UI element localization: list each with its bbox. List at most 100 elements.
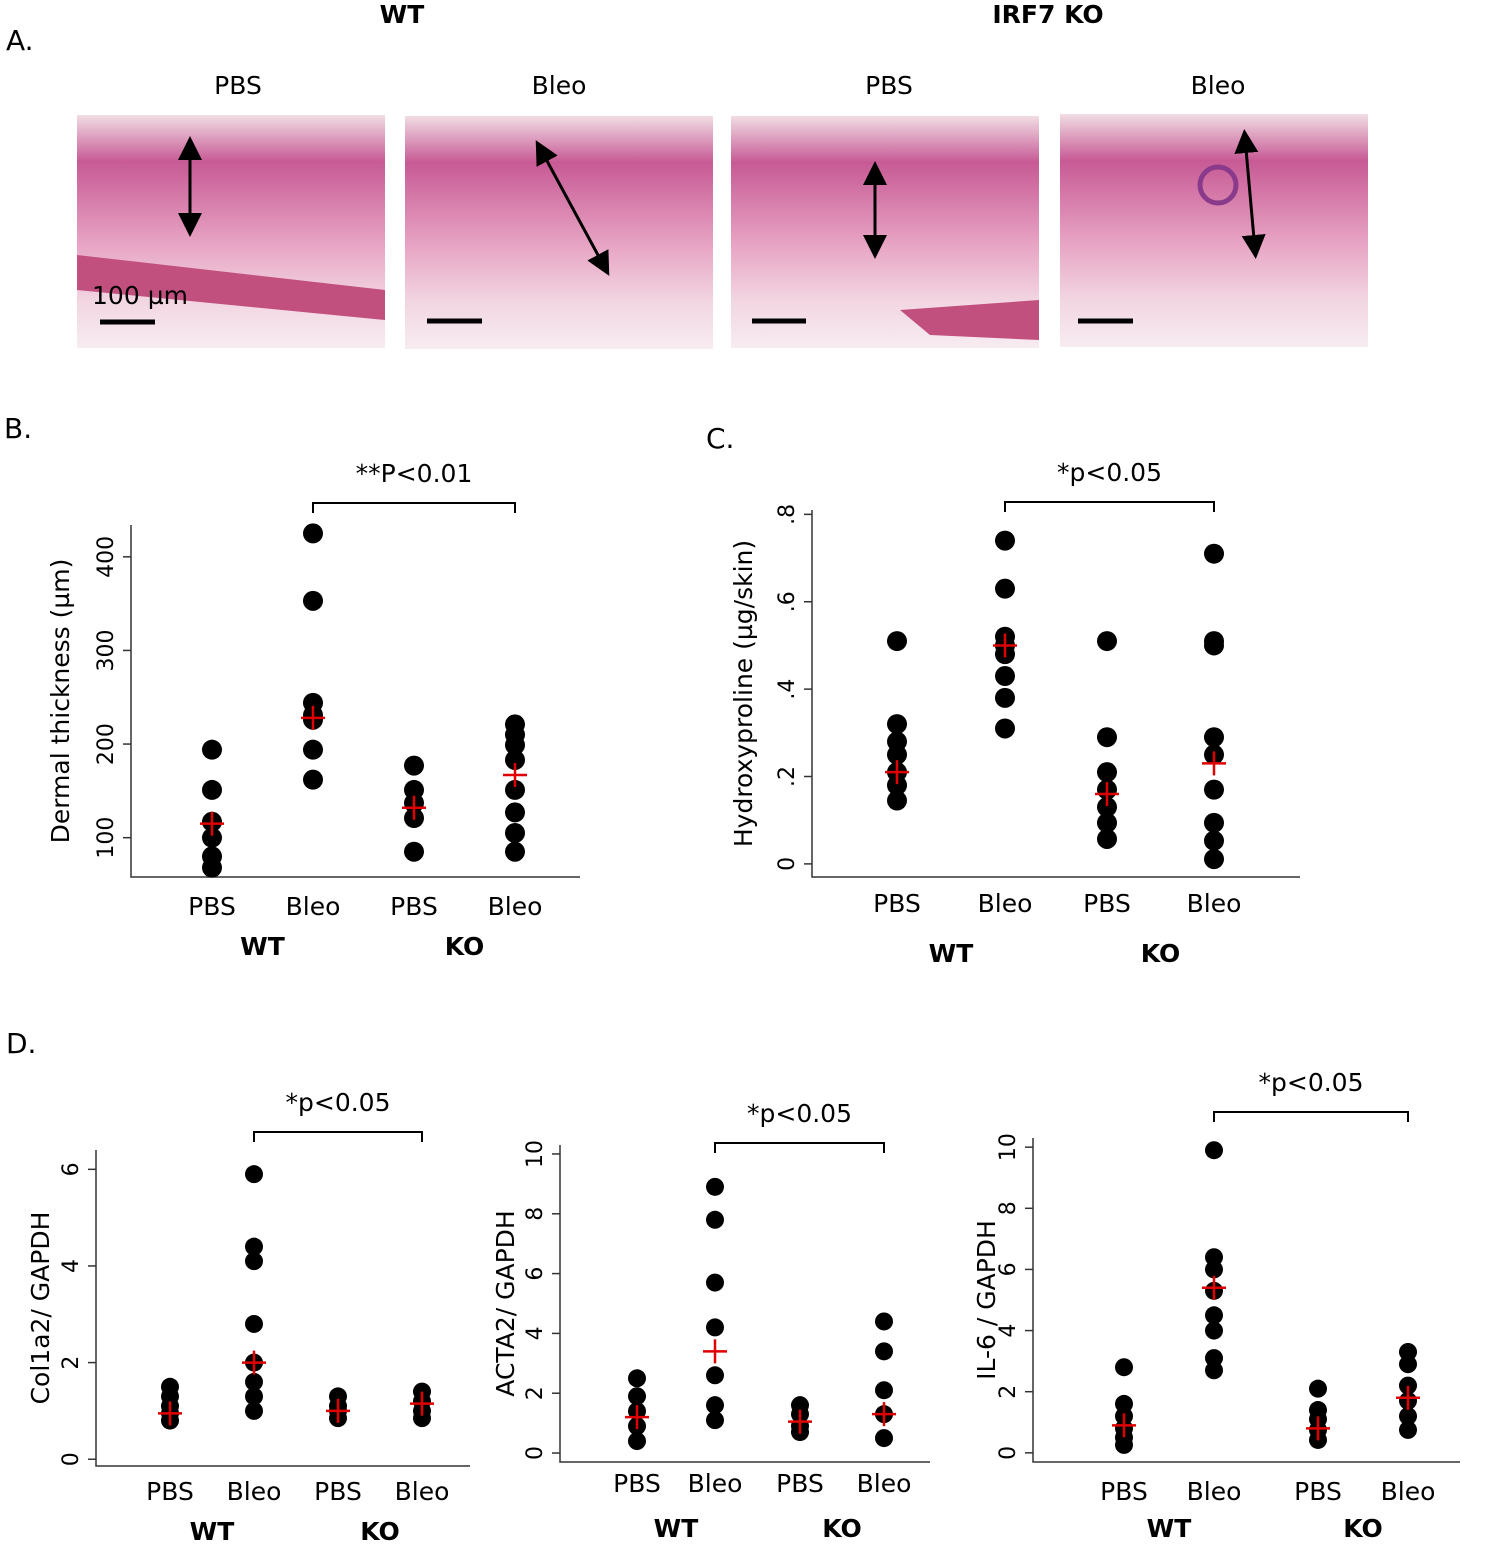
group-label: WT [654,1514,699,1543]
y-tick-label: .4 [775,679,800,700]
group-label: KO [1141,939,1181,968]
group-label: KO [822,1514,862,1543]
data-point [1399,1407,1417,1426]
data-point [995,530,1015,551]
micrograph [77,115,385,348]
x-tick-label: Bleo [1187,1477,1242,1506]
x-tick-label: PBS [314,1477,362,1506]
condition-label: PBS [865,71,913,100]
x-tick-label: PBS [613,1469,661,1498]
data-point [1204,812,1224,833]
x-tick-label: PBS [188,892,236,921]
axis [1032,1138,1460,1463]
y-tick-label: .2 [775,766,800,787]
data-point [1097,727,1117,748]
data-point [202,739,222,760]
mean-marker [625,1405,649,1430]
group-title: WT [380,0,425,29]
data-point [1399,1420,1417,1439]
axis [559,1145,930,1463]
y-axis-label: IL-6 / GAPDH [972,1220,1001,1380]
data-point [202,779,222,800]
data-point [887,714,907,735]
significance-bracket [312,502,516,513]
x-tick-label: Bleo [227,1477,282,1506]
x-tick-label: PBS [776,1469,824,1498]
data-point [245,1401,263,1420]
data-point [413,1409,431,1428]
x-tick-label: PBS [1294,1477,1342,1506]
data-point [1309,1379,1327,1398]
data-point [1204,635,1224,656]
data-point [1205,1260,1223,1279]
data-point [995,687,1015,708]
data-point [875,1312,893,1331]
y-tick-label: 0 [775,857,800,871]
data-point [1204,779,1224,800]
mean-marker [301,705,325,730]
mean-marker [788,1409,812,1434]
mean-marker [242,1350,266,1375]
y-tick-label: 400 [94,536,119,578]
data-point [706,1411,724,1430]
panel-label: C. [706,422,734,455]
data-point [875,1342,893,1361]
y-tick-label: 2 [59,1356,84,1370]
group-title: IRF7 KO [992,0,1103,29]
mean-marker [1306,1416,1330,1441]
data-point [1205,1321,1223,1340]
data-point [245,1252,263,1271]
mean-marker [158,1401,182,1426]
data-point [404,755,424,776]
y-tick-label: 2 [523,1386,548,1400]
y-tick-label: 4 [996,1324,1021,1338]
data-point [628,1387,646,1406]
mean-marker [1396,1385,1420,1410]
mean-marker [1202,1275,1226,1300]
y-tick-label: 10 [996,1133,1021,1161]
condition-label: PBS [214,71,262,100]
x-tick-label: Bleo [488,892,543,921]
group-label: WT [929,939,974,968]
y-tick-label: 100 [94,817,119,859]
data-point [995,666,1015,687]
group-label: WT [240,932,285,961]
axis [95,1150,470,1467]
y-tick-label: 6 [59,1162,84,1176]
data-point [1097,828,1117,849]
y-tick-label: 4 [59,1259,84,1273]
x-tick-label: PBS [146,1477,194,1506]
y-axis-label: Col1a2/ GAPDH [26,1212,55,1405]
axis [811,510,1300,878]
axis [130,525,580,878]
y-axis-label: ACTA2/ GAPDH [491,1210,520,1396]
mean-marker [993,633,1017,658]
y-tick-label: 300 [94,629,119,671]
x-tick-label: Bleo [1187,889,1242,918]
y-tick-label: .6 [775,591,800,612]
data-point [628,1432,646,1451]
y-tick-label: 4 [523,1326,548,1340]
y-tick-label: 8 [523,1207,548,1221]
data-point [303,590,323,611]
x-tick-label: PBS [873,889,921,918]
y-tick-label: 6 [996,1262,1021,1276]
micrograph [1060,114,1368,347]
mean-marker [410,1391,434,1416]
panel-label: A. [6,24,34,57]
x-tick-label: PBS [1083,889,1131,918]
mean-marker [872,1402,896,1427]
data-point [505,779,525,800]
significance-bracket [1004,501,1215,512]
data-point [706,1210,724,1229]
data-point [245,1237,263,1256]
y-tick-label: 2 [996,1385,1021,1399]
x-tick-label: PBS [390,892,438,921]
mean-marker [703,1339,727,1364]
data-point [1097,631,1117,652]
data-point [505,841,525,862]
group-label: WT [1147,1514,1192,1543]
group-label: WT [190,1517,235,1546]
data-point [1204,849,1224,870]
data-point [887,775,907,796]
